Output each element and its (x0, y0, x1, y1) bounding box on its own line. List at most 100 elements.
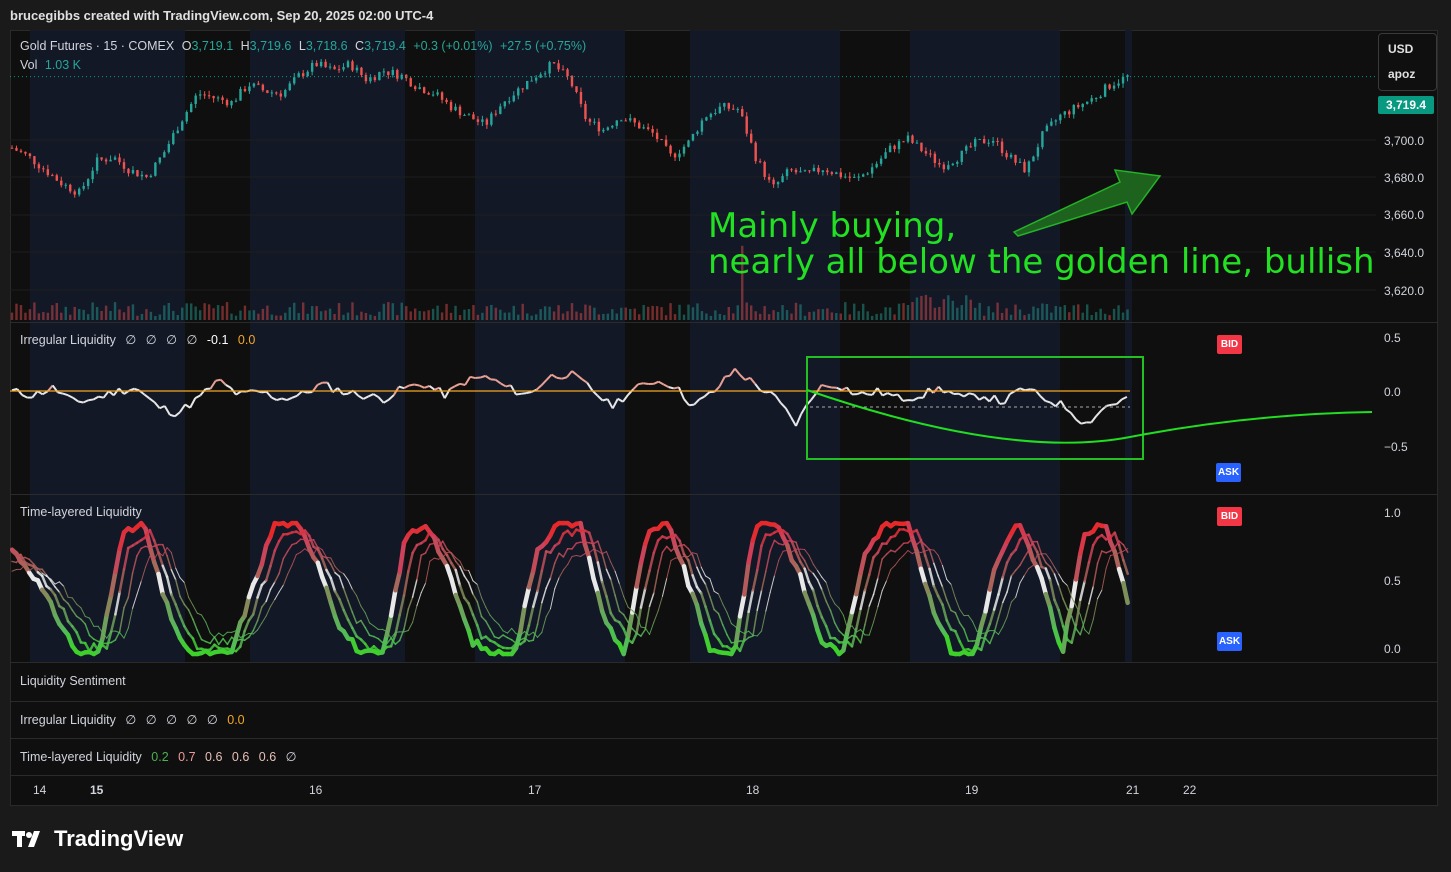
x-axis-label: 18 (746, 783, 760, 797)
volume-bar (391, 303, 394, 320)
timelayered-segment (519, 630, 526, 636)
timelayered-segment (1019, 556, 1026, 567)
timelayered-segment (941, 603, 949, 622)
volume-bar (772, 310, 775, 320)
chart-canvas[interactable] (10, 30, 1438, 806)
pane-separator[interactable] (11, 494, 1437, 495)
timelayered-segment (62, 598, 69, 605)
price-axis-label: 3,700.0 (1384, 134, 1425, 148)
timelayered-segment (162, 543, 168, 557)
timelayered-segment (1048, 578, 1056, 602)
timelayered-segment (170, 569, 177, 581)
timelayered-segment (368, 634, 375, 638)
timelayered-segment (498, 623, 504, 632)
candle-body (826, 170, 829, 173)
row-irregular-value: ∅ (125, 713, 137, 727)
currency-selector[interactable]: USD apoz (1378, 33, 1437, 91)
sentiment-title: Liquidity Sentiment (20, 674, 126, 688)
candle-body (306, 71, 309, 77)
pane-separator[interactable] (11, 322, 1437, 323)
row-irregular[interactable]: Irregular Liquidity ∅ ∅ ∅ ∅ ∅ 0.0 (20, 712, 245, 727)
timelayered-segment (291, 554, 297, 566)
irregular-segment (525, 391, 532, 395)
timelayered-segment (610, 561, 616, 572)
candle-body (978, 138, 981, 140)
irregular-pane-legend[interactable]: Irregular Liquidity ∅ ∅ ∅ ∅ -0.1 0.0 (20, 332, 255, 347)
timelayered-segment (1001, 561, 1009, 579)
timelayered-segment (321, 549, 327, 558)
timelayered-segment (571, 542, 578, 550)
volume-legend[interactable]: Vol 1.03 K (20, 58, 81, 72)
timelayered-segment (859, 589, 867, 611)
row-timelayered-value: 0.6 (205, 750, 223, 764)
irregular-segment (515, 392, 522, 396)
timelayered-segment (136, 580, 142, 596)
timelayered-segment (978, 609, 988, 629)
timelayered-segment (1066, 608, 1073, 618)
candle-body (817, 167, 820, 173)
timelayered-segment (936, 594, 944, 606)
candle-body (360, 67, 363, 76)
timelayered-segment (201, 614, 207, 623)
price-axis-label: 3,680.0 (1384, 171, 1425, 185)
timelayered-segment (679, 555, 685, 559)
volume-bar (140, 313, 144, 320)
timelayered-segment (666, 559, 672, 579)
timelayered-segment (179, 577, 185, 584)
timelayered-segment (1092, 598, 1099, 621)
volume-bar (651, 305, 654, 320)
candle-body (154, 162, 157, 176)
volume-bar (387, 302, 390, 320)
timelayered-segment (1036, 553, 1043, 556)
volume-bar (248, 310, 251, 320)
tradingview-logo[interactable]: TradingView (12, 826, 183, 852)
timelayered-segment (639, 587, 647, 609)
candle-body (216, 97, 220, 99)
volume-bar (745, 302, 748, 320)
volume-bar (145, 309, 148, 320)
volume-bar (499, 309, 502, 320)
candle-body (333, 66, 336, 70)
pane-separator[interactable] (11, 738, 1437, 739)
candle-body (620, 120, 623, 122)
timelayered-segment (429, 557, 435, 562)
irregular-segment (169, 413, 176, 418)
volume-bar (15, 303, 18, 320)
pane-separator[interactable] (11, 701, 1437, 702)
irregular-segment (693, 398, 700, 406)
timelayered-segment (459, 565, 466, 577)
candle-body (651, 129, 654, 133)
irregular-segment (153, 401, 161, 409)
timelayered-segment (941, 565, 948, 580)
timelayered-segment (1088, 619, 1094, 635)
timelayered-segment (605, 595, 613, 615)
timelayered-segment (597, 550, 603, 555)
timelayered-segment (485, 606, 491, 616)
irregular-segment (383, 398, 390, 404)
row-timelayered[interactable]: Time-layered Liquidity 0.2 0.7 0.6 0.6 0… (20, 749, 297, 764)
timelayered-segment (183, 624, 190, 635)
candle-body (848, 176, 851, 178)
volume-bar (257, 313, 260, 320)
pane-separator[interactable] (11, 662, 1437, 663)
ohlc-legend[interactable]: Gold Futures · 15 · COMEX O3,719.1 H3,71… (20, 39, 586, 53)
timelayered-segment (636, 614, 642, 628)
irregular-axis-label: 0.0 (1384, 385, 1401, 399)
timelayered-segment (1071, 596, 1077, 607)
pane-separator[interactable] (11, 775, 1437, 776)
timelayered-segment (295, 538, 302, 544)
irregular-segment (143, 393, 151, 400)
candle-body (234, 100, 238, 102)
volume-bar (530, 315, 533, 320)
timelayered-segment (958, 640, 966, 652)
timelayered-segment (123, 627, 129, 639)
timelayered-segment (502, 630, 508, 634)
candle-body (696, 131, 699, 134)
volume-bar (1121, 312, 1125, 320)
timelayered-segment (104, 593, 114, 617)
timelayered-segment (752, 609, 758, 637)
volume-bar (969, 299, 972, 320)
timelayered-segment (1053, 573, 1060, 587)
timelayered-segment (760, 533, 768, 547)
volume-bar (924, 294, 928, 320)
